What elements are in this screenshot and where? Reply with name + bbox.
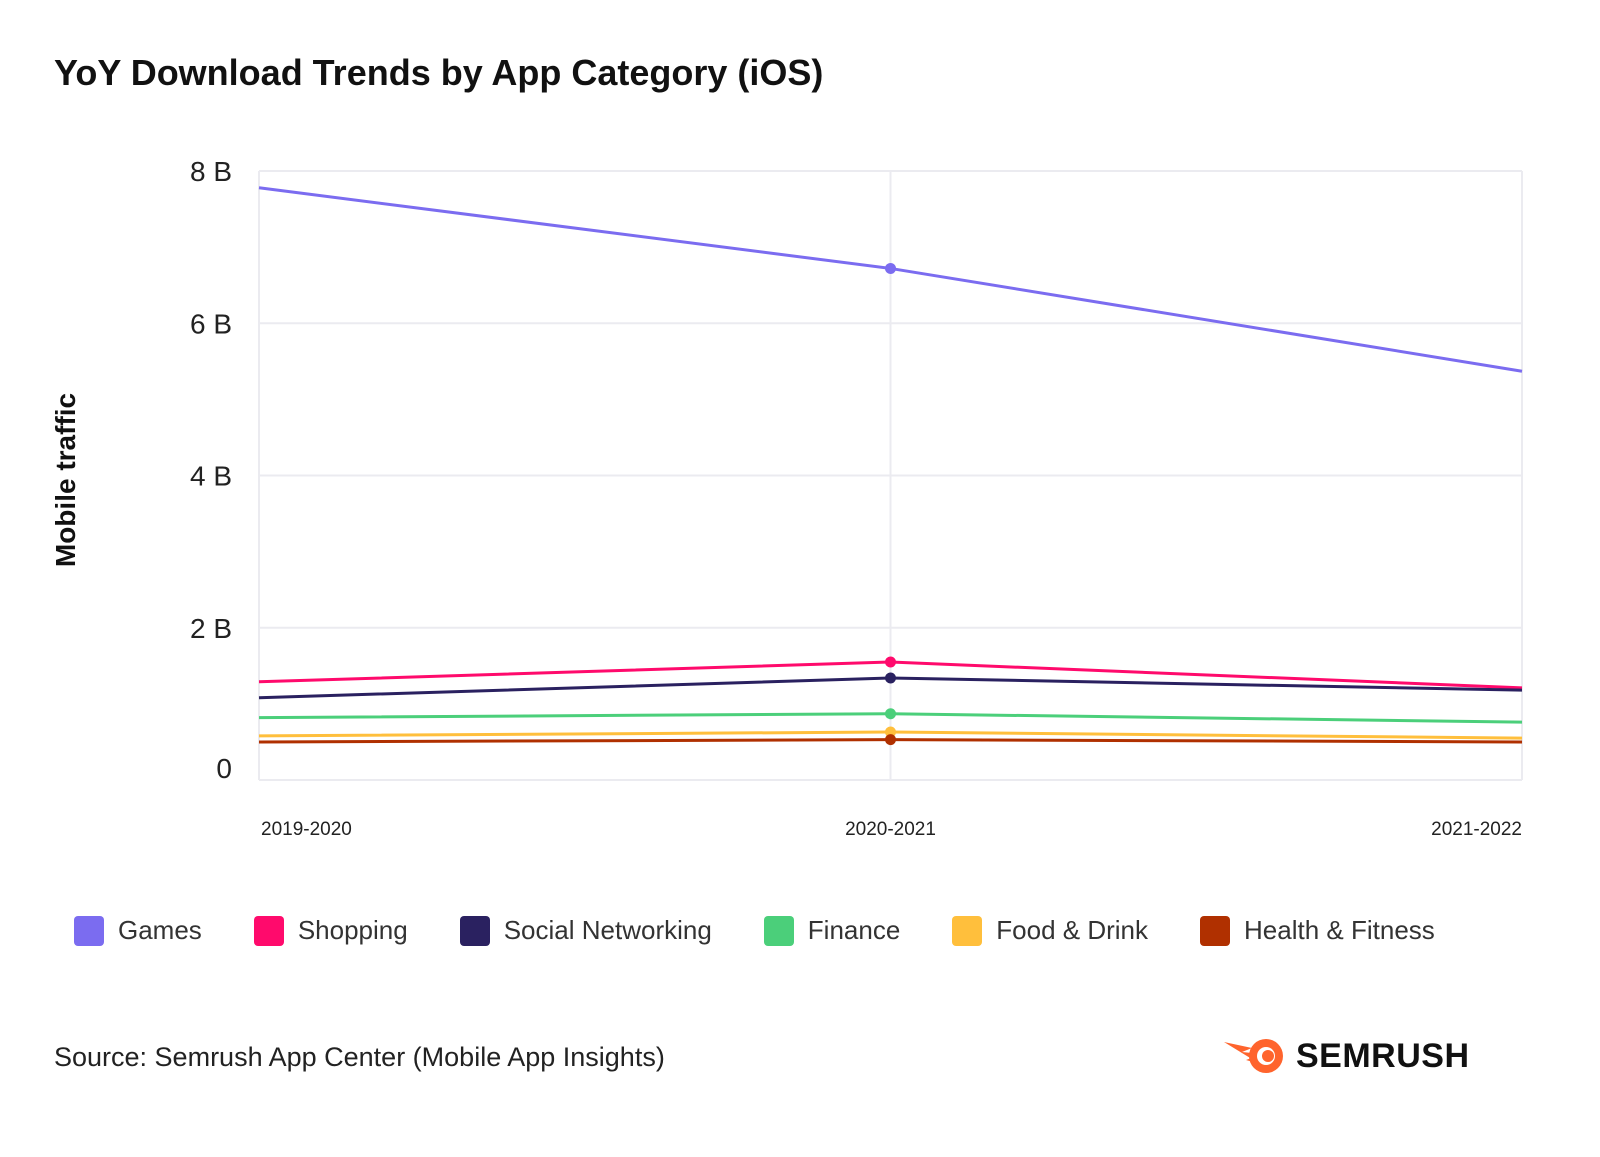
x-tick-label: 2019-2020 [261, 819, 352, 840]
logo-text: SEMRUSH [1296, 1036, 1470, 1075]
legend-item: Finance [763, 915, 901, 946]
x-tick-label: 2020-2021 [845, 819, 936, 840]
legend-label: Health & Fitness [1244, 915, 1435, 945]
chart-title: YoY Download Trends by App Category (iOS… [54, 52, 824, 93]
data-point [885, 656, 896, 668]
source-note: Source: Semrush App Center (Mobile App I… [54, 1042, 665, 1072]
data-point [885, 708, 896, 720]
legend-item: Social Networking [459, 915, 712, 946]
legend: Games Shopping Social Networking Finance Foo… [74, 915, 1487, 946]
legend-swatch [763, 915, 794, 946]
y-tick-label: 4 B [190, 461, 232, 492]
legend-label: Food & Drink [996, 915, 1149, 945]
semrush-logo: SEMRUSH [1222, 1034, 1470, 1078]
legend-swatch [459, 915, 490, 946]
data-point [885, 734, 896, 746]
y-tick-label: 2 B [190, 613, 232, 644]
legend-swatch [253, 915, 284, 946]
data-point [885, 262, 896, 274]
data-point [885, 726, 896, 738]
y-axis-label: Mobile traffic [50, 392, 81, 568]
legend-swatch [74, 915, 104, 946]
legend-item: Food & Drink [952, 915, 1148, 946]
legend-label: Shopping [297, 915, 408, 945]
semrush-flame-icon [1224, 1039, 1283, 1073]
y-tick-label: 8 B [190, 156, 232, 187]
x-tick-label: 2021-2022 [1431, 819, 1522, 840]
y-tick-label: 6 B [190, 308, 232, 339]
legend-item: Games [74, 915, 202, 946]
legend-swatch [1200, 915, 1231, 946]
legend-swatch [952, 915, 983, 946]
legend-label: Social Networking [503, 915, 712, 945]
legend-label: Finance [807, 915, 901, 945]
legend-item: Shopping [253, 915, 408, 946]
legend-item: Health & Fitness [1200, 915, 1435, 946]
legend-label: Games [118, 915, 202, 945]
y-tick-label: 0 [216, 753, 232, 784]
data-point [885, 672, 896, 684]
